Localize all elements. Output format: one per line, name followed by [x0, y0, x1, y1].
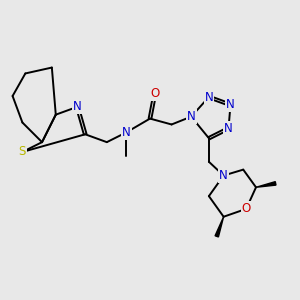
- Polygon shape: [215, 217, 224, 237]
- Polygon shape: [256, 182, 276, 187]
- Text: N: N: [224, 122, 233, 135]
- Text: N: N: [205, 91, 213, 103]
- Text: O: O: [242, 202, 251, 215]
- Text: O: O: [150, 87, 160, 100]
- Text: S: S: [19, 146, 26, 158]
- Text: N: N: [187, 110, 196, 123]
- Text: N: N: [73, 100, 82, 113]
- Text: N: N: [122, 126, 131, 139]
- Text: N: N: [226, 98, 235, 111]
- Text: N: N: [219, 169, 228, 182]
